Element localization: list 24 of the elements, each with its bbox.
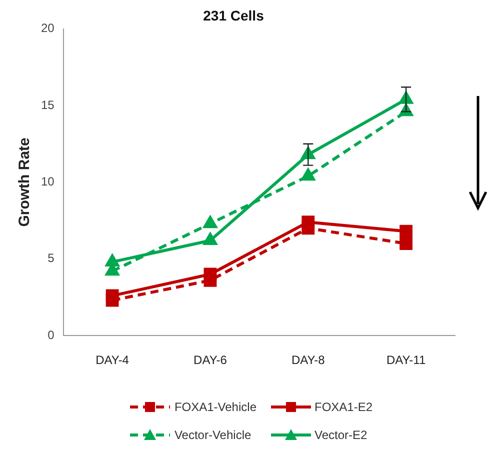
chart-title: 231 Cells [203, 7, 264, 24]
x-tick-label: DAY-4 [96, 353, 130, 368]
point [400, 237, 412, 250]
legend-label: Vector-E2 [314, 428, 368, 442]
y-tick-label: 15 [40, 98, 55, 112]
point [301, 168, 315, 181]
x-tick-label: DAY-8 [291, 353, 326, 368]
legend-label: FOXA1-E2 [314, 400, 373, 414]
point [106, 294, 119, 307]
y-tick-label: 0 [48, 328, 55, 342]
x-tick-label: DAY-11 [386, 353, 426, 368]
y-tick-label: 10 [40, 174, 55, 189]
point [204, 274, 217, 287]
legend-label: Vector-Vehicle [174, 428, 252, 442]
x-tick-label: DAY-6 [194, 353, 228, 368]
point [204, 216, 217, 228]
y-tick-label: 5 [48, 251, 55, 266]
y-tick-label: 20 [40, 21, 55, 36]
point [400, 224, 412, 238]
point [204, 232, 217, 245]
y-axis-title: Growth Rate [16, 138, 34, 227]
point [106, 254, 119, 266]
legend-label: FOXA1-Vehicle [174, 400, 256, 414]
point [302, 222, 315, 235]
